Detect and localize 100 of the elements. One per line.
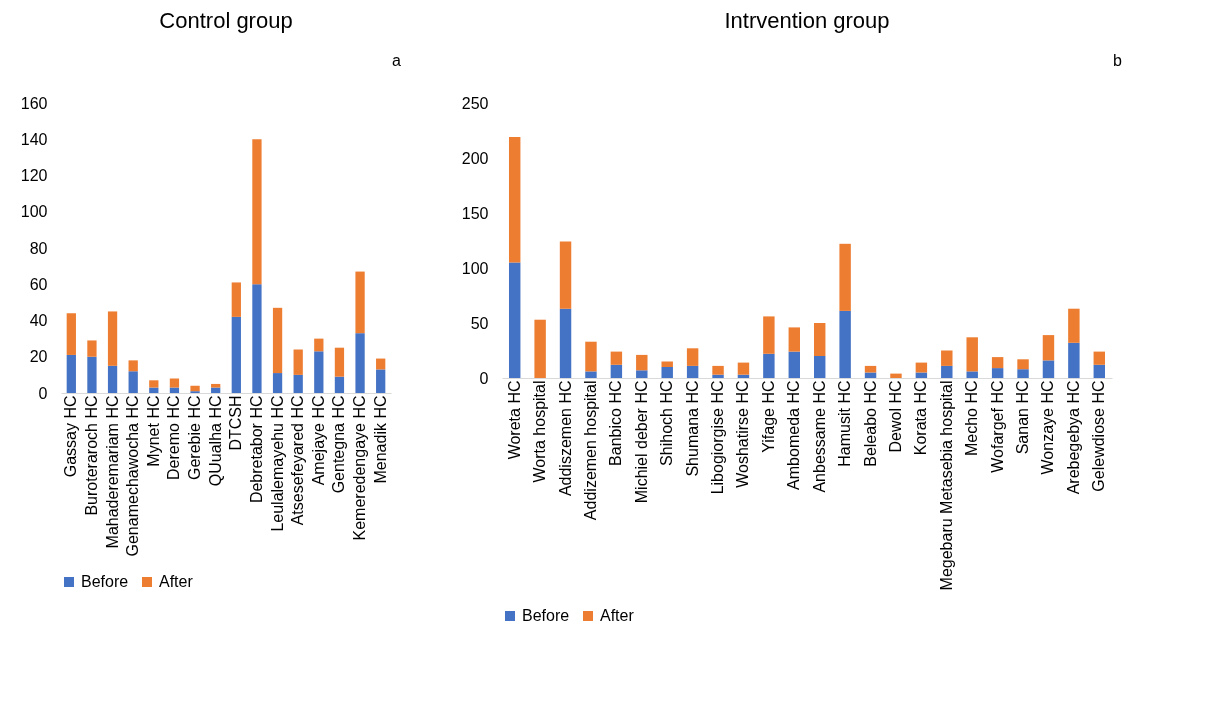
bar — [128, 360, 138, 372]
bar — [376, 369, 386, 393]
chart-title: Control group — [159, 8, 293, 33]
bar — [334, 376, 345, 393]
x-tick-label: Libogiorgise HC — [709, 380, 727, 495]
x-tick-label: Worta hospital — [531, 380, 549, 483]
x-tick-label: Deremo HC — [165, 395, 183, 480]
bar — [231, 316, 241, 393]
x-tick-label: Woreta HC — [505, 380, 523, 460]
x-tick-label: Addiszemen HC — [556, 380, 574, 497]
x-tick-label: Korata HC — [912, 380, 930, 456]
x-tick-label: Michiel deber HC — [632, 380, 650, 504]
x-tick-label: Addizemen hospital — [581, 380, 599, 521]
bar — [1068, 308, 1080, 343]
x-tick-label: Arebegebya HC — [1064, 380, 1082, 495]
x-tick-label: Mynet HC — [144, 395, 162, 467]
bar — [1017, 359, 1029, 370]
x-tick-label: Banbico HC — [607, 380, 625, 466]
bar — [334, 347, 345, 377]
bar — [211, 387, 221, 393]
x-tick-label: Leulalemayehu HC — [268, 395, 286, 532]
x-tick-label: QUualha HC — [206, 395, 224, 487]
y-tick-label: 150 — [461, 204, 489, 222]
x-tick-label: Shihoch HC — [658, 380, 676, 466]
bar — [169, 378, 180, 388]
x-tick-label: Amejaye HC — [309, 395, 327, 486]
bar — [839, 243, 851, 311]
legend-label: After — [600, 607, 635, 624]
x-tick-label: Gassay HC — [62, 395, 80, 478]
legend-label: Before — [522, 607, 570, 624]
bar — [788, 327, 801, 352]
bar — [585, 371, 597, 378]
y-tick-label: 0 — [479, 369, 489, 387]
bar — [991, 357, 1004, 369]
x-tick-label: Wonzaye HC — [1039, 380, 1057, 475]
x-tick-label: Buroteraroch HC — [82, 395, 100, 516]
bar — [1042, 360, 1055, 378]
x-tick-label: Ambomeda HC — [785, 380, 803, 490]
bar — [149, 387, 159, 393]
bar — [272, 373, 283, 393]
bar — [737, 362, 750, 375]
x-tick-label: Sanan HC — [1014, 380, 1032, 455]
bar — [66, 354, 76, 393]
bar — [190, 385, 200, 392]
bar — [252, 139, 262, 285]
bar — [355, 333, 365, 393]
bar — [211, 383, 221, 388]
y-tick-label: 100 — [461, 259, 489, 277]
bar — [87, 356, 97, 393]
bar — [941, 365, 953, 378]
bar — [966, 337, 978, 372]
y-tick-label: 120 — [20, 167, 48, 184]
bar — [763, 353, 775, 378]
bar — [839, 310, 851, 378]
x-tick-label: Anbessame HC — [810, 380, 828, 493]
x-tick-label: Shumana HC — [683, 380, 701, 477]
bar — [610, 364, 623, 378]
y-tick-label: 140 — [20, 130, 48, 148]
y-tick-label: 160 — [20, 94, 48, 112]
x-tick-label: Wofargef HC — [988, 380, 1006, 473]
bar — [1042, 335, 1055, 361]
x-tick-label: Woshatirse HC — [734, 380, 752, 488]
bar — [661, 361, 673, 367]
x-tick-label: Mahaderemariam HC — [103, 395, 121, 549]
x-tick-label: Gerebie HC — [186, 395, 204, 480]
bar — [314, 351, 324, 393]
x-tick-label: Genamechawocha HC — [124, 395, 142, 557]
bar — [231, 282, 241, 317]
bar — [1068, 342, 1080, 378]
y-tick-label: 80 — [29, 239, 48, 257]
y-tick-label: 40 — [29, 312, 48, 329]
bar — [763, 316, 775, 354]
bar — [355, 271, 365, 334]
bar — [559, 241, 572, 309]
x-tick-label: Gentegna HC — [330, 395, 348, 494]
bar — [991, 368, 1004, 378]
bar — [610, 351, 623, 365]
bar — [252, 284, 262, 393]
bar — [890, 373, 902, 378]
bar — [293, 349, 303, 375]
x-tick-label: Yifage HC — [759, 380, 777, 453]
x-tick-label: Beleabo HC — [861, 380, 879, 467]
bar — [636, 370, 648, 378]
y-tick-label: 250 — [461, 94, 489, 112]
bar — [813, 323, 826, 356]
bar — [712, 374, 724, 378]
bar — [66, 313, 76, 355]
bar — [107, 311, 118, 366]
bar — [508, 262, 521, 378]
bar — [559, 308, 572, 378]
bar — [966, 371, 978, 378]
bar — [87, 340, 97, 357]
y-tick-label: 60 — [29, 275, 48, 293]
legend-label: After — [159, 573, 194, 590]
x-tick-label: Atsesefeyared HC — [289, 395, 307, 526]
x-tick-label: Menadik HC — [371, 395, 389, 484]
bar — [149, 380, 159, 388]
bar — [169, 387, 180, 393]
bar — [508, 137, 521, 263]
bar — [272, 307, 283, 374]
